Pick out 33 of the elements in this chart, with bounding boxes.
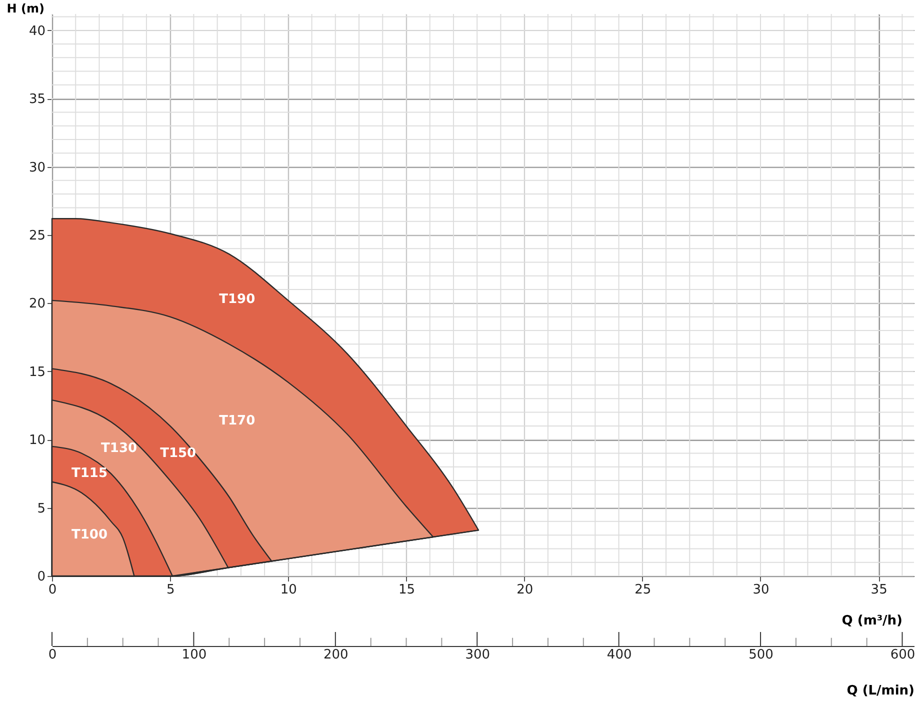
x2-tick-label: 300 xyxy=(465,648,490,662)
series-label: T100 xyxy=(72,527,108,542)
x2-tick-label: 400 xyxy=(606,648,632,662)
series-label: T190 xyxy=(219,292,256,308)
series-label: T115 xyxy=(72,466,108,482)
y-tick-label: 20 xyxy=(28,296,46,312)
x-tick-label: 0 xyxy=(48,582,57,598)
x-tick-label: 25 xyxy=(634,582,652,598)
x-tick-label: 5 xyxy=(166,582,175,598)
x-tick-label: 20 xyxy=(516,582,534,598)
y-tick-label: 25 xyxy=(28,228,46,244)
series-label: T130 xyxy=(101,440,138,456)
y-axis-title: H (m) xyxy=(6,2,44,16)
y-tick-label: 30 xyxy=(28,160,46,176)
x-tick-label: 15 xyxy=(398,582,416,598)
y-tick-label: 35 xyxy=(28,92,46,108)
x-tick-label: 35 xyxy=(870,582,888,598)
y-tick-label: 0 xyxy=(37,570,46,584)
x-tick-label: 10 xyxy=(280,582,297,598)
x-tick-label: 30 xyxy=(752,582,770,598)
x2-tick-label: 100 xyxy=(182,648,207,662)
x2-tick-label: 200 xyxy=(324,648,348,662)
x2-tick-label: 500 xyxy=(748,648,774,662)
x2-tick-label: 0 xyxy=(48,648,57,662)
x-axis-title: Q (m³/h) xyxy=(842,614,902,628)
series-label: T170 xyxy=(219,413,256,428)
series-label: T150 xyxy=(160,446,196,462)
y-tick-label: 15 xyxy=(28,364,46,380)
y-tick-label: 10 xyxy=(28,433,46,448)
x2-tick-label: 600 xyxy=(890,648,916,662)
y-tick-label: 40 xyxy=(28,24,46,39)
y-tick-label: 5 xyxy=(37,501,46,516)
x2-axis-title: Q (L/min) xyxy=(846,684,914,698)
